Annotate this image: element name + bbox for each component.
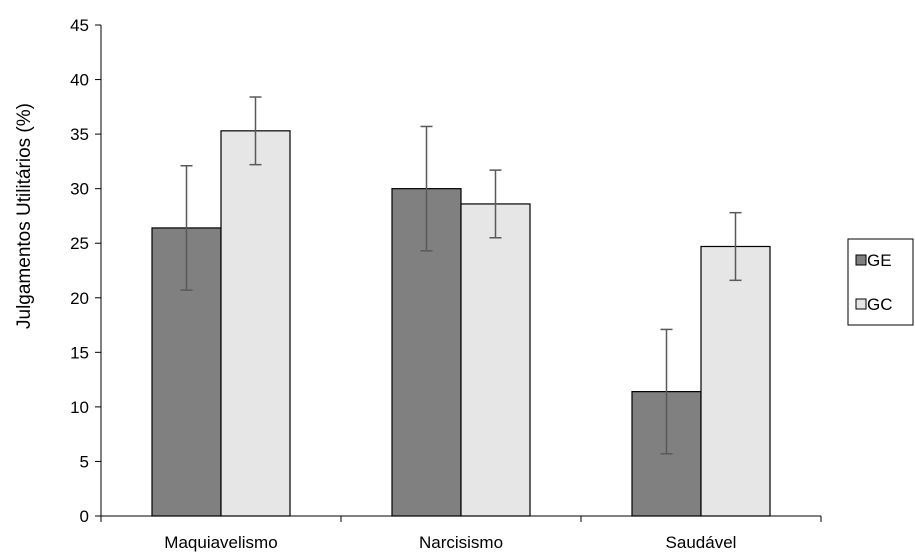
x-axis: Maquiavelismo Narcisismo Saudável (100, 515, 822, 552)
x-tick-label: Narcisismo (419, 533, 503, 552)
y-axis: 0 5 10 15 20 25 30 35 40 45 (70, 16, 102, 526)
y-axis-title: Julgamentos Utilitários (%) (14, 103, 35, 329)
error-bars (180, 96, 742, 455)
y-tick-label: 0 (80, 507, 89, 526)
bar-gc (220, 130, 291, 517)
y-tick-label: 20 (70, 289, 89, 308)
bars (151, 130, 771, 517)
y-tick-label: 15 (70, 343, 89, 362)
y-tick-label: 25 (70, 234, 89, 253)
x-tick-label: Saudável (666, 533, 737, 552)
y-tick-label: 40 (70, 71, 89, 90)
legend-swatch-ge (855, 254, 867, 266)
y-tick-label: 45 (70, 16, 89, 35)
y-tick-label: 35 (70, 125, 89, 144)
legend-swatch-gc (855, 298, 867, 310)
legend: GE GC (847, 238, 914, 326)
bar-gc (460, 203, 531, 517)
y-tick-label: 5 (80, 452, 89, 471)
y-tick-label: 30 (70, 180, 89, 199)
legend-label-gc: GC (867, 295, 893, 314)
legend-box (847, 238, 914, 326)
x-tick-label: Maquiavelismo (164, 533, 277, 552)
bar-gc (700, 245, 771, 517)
legend-label-ge: GE (867, 251, 892, 270)
y-tick-label: 10 (70, 398, 89, 417)
